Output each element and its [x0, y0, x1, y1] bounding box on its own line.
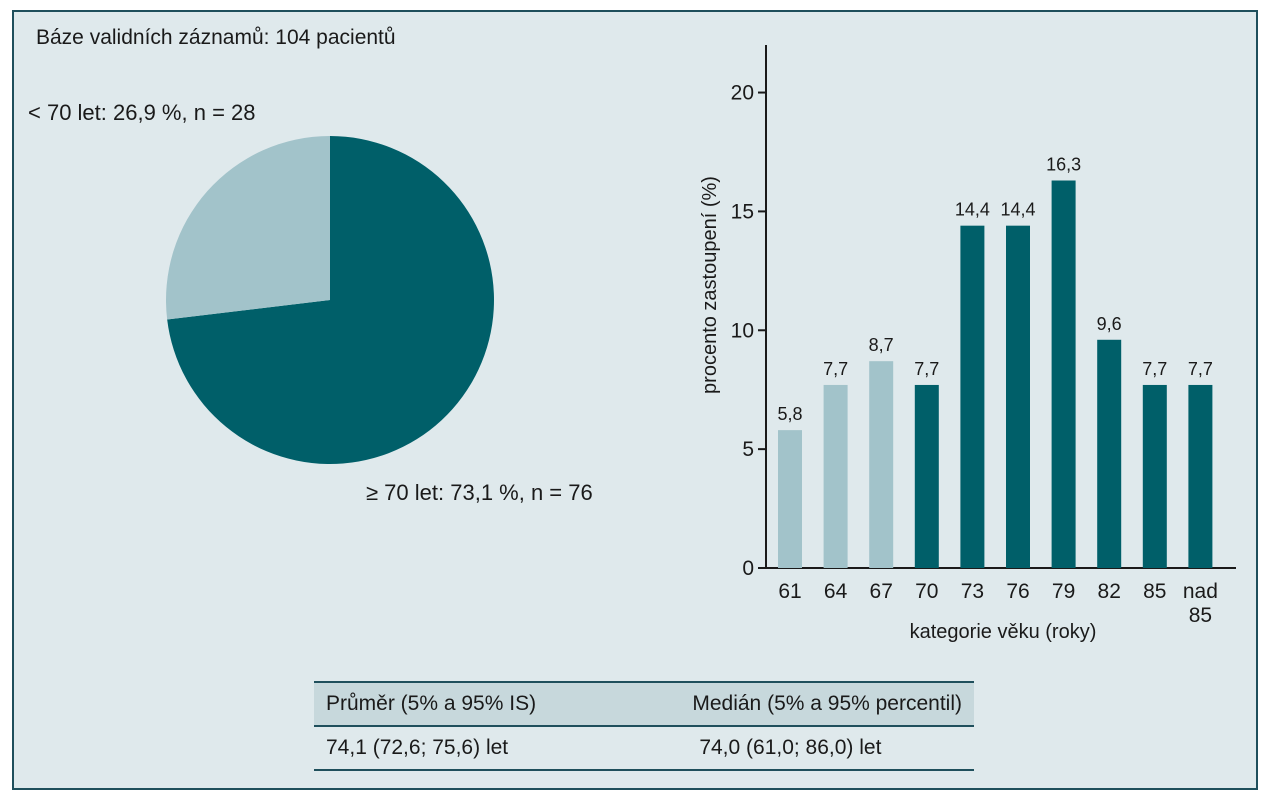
bar-8	[1097, 339, 1122, 568]
y-tick-label: 20	[731, 82, 754, 105]
table-header-row: Průměr (5% a 95% IS) Medián (5% a 95% pe…	[314, 681, 974, 727]
x-tick-label: 76	[1006, 580, 1029, 603]
stats-table: Průměr (5% a 95% IS) Medián (5% a 95% pe…	[314, 681, 974, 771]
x-tick-label: 82	[1098, 580, 1121, 603]
bar-4	[914, 384, 939, 568]
y-axis-label: procento zastoupení (%)	[699, 176, 721, 394]
header-median: Medián (5% a 95% percentil)	[606, 681, 974, 727]
base-label: Báze validních záznamů: 104 pacientů	[36, 26, 396, 49]
x-axis-label: kategorie věku (roky)	[910, 621, 1097, 643]
bar-value-label: 16,3	[1046, 155, 1081, 175]
bar-value-label: 7,7	[823, 359, 848, 379]
table-row: 74,1 (72,6; 75,6) let 74,0 (61,0; 86,0) …	[314, 726, 974, 771]
pie-slice-under-70	[166, 136, 330, 320]
bar-value-label: 7,7	[1188, 359, 1213, 379]
bar-value-label: 7,7	[914, 359, 939, 379]
x-tick-label: nad	[1183, 580, 1218, 603]
bar-3	[869, 361, 894, 568]
bar-value-label: 8,7	[869, 335, 894, 355]
bar-7	[1051, 180, 1076, 568]
bar-value-label: 5,8	[777, 404, 802, 424]
x-tick-label: 85	[1189, 604, 1212, 627]
x-tick-label: 85	[1143, 580, 1166, 603]
pie-slice-over-70	[167, 136, 495, 464]
cell-median: 74,0 (61,0; 86,0) let	[606, 726, 974, 771]
x-tick-label: 70	[915, 580, 938, 603]
y-tick-label: 15	[731, 200, 754, 223]
bar-2	[823, 384, 848, 568]
x-tick-label: 73	[961, 580, 984, 603]
y-tick-label: 10	[731, 319, 754, 342]
bar-6	[1006, 225, 1030, 568]
cell-mean: 74,1 (72,6; 75,6) let	[314, 726, 607, 771]
x-tick-label: 61	[778, 580, 801, 603]
bar-value-label: 9,6	[1097, 314, 1122, 334]
x-tick-label: 79	[1052, 580, 1075, 603]
x-tick-label: 64	[824, 580, 848, 603]
bar-1	[778, 430, 802, 568]
pie-label-over-70: ≥ 70 let: 73,1 %, n = 76	[366, 480, 593, 505]
pie-label-under-70: < 70 let: 26,9 %, n = 28	[28, 100, 256, 125]
bar-10	[1188, 384, 1213, 568]
y-tick-label: 0	[742, 557, 754, 580]
bar-value-label: 7,7	[1142, 359, 1167, 379]
bar-value-label: 14,4	[955, 200, 990, 220]
bar-5	[960, 225, 985, 568]
pie-chart	[166, 136, 495, 464]
bar-value-label: 14,4	[1000, 200, 1035, 220]
x-tick-label: 67	[870, 580, 893, 603]
y-tick-label: 5	[742, 438, 754, 461]
header-mean: Průměr (5% a 95% IS)	[314, 681, 607, 727]
bar-9	[1142, 384, 1167, 568]
